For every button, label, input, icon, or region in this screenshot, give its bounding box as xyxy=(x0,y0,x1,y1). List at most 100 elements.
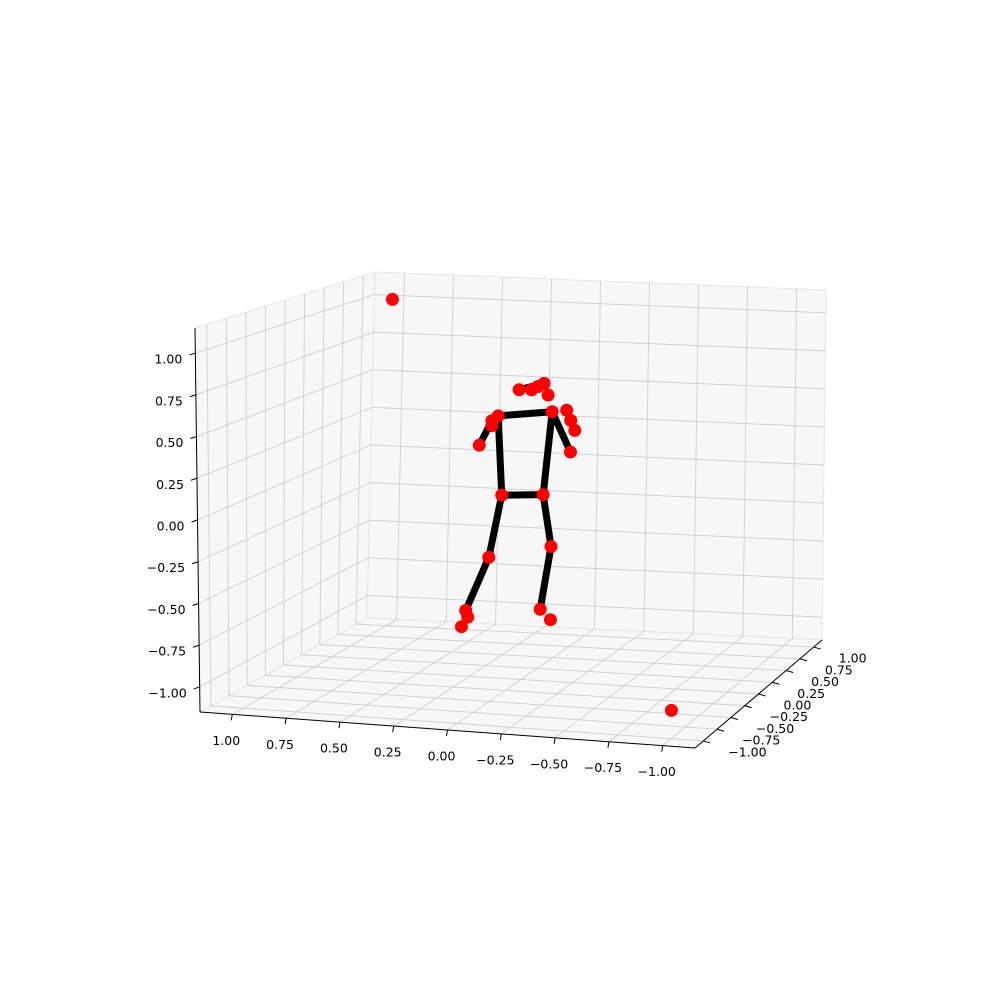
z-grid-line xyxy=(198,519,370,604)
y-tick-label: −0.75 xyxy=(742,733,780,748)
joint xyxy=(543,613,557,627)
y-grid-line xyxy=(247,684,731,718)
axes: −1.00−0.75−0.50−0.250.000.250.500.751.00… xyxy=(147,327,867,779)
z-grid-line xyxy=(369,519,824,542)
z-tick xyxy=(190,477,198,481)
y-grid-line xyxy=(265,674,745,707)
y-tick-label: 0.50 xyxy=(811,674,839,689)
y-tick-label: 1.00 xyxy=(839,651,867,666)
joint xyxy=(536,488,550,502)
z-grid-line xyxy=(372,369,825,390)
z-tick xyxy=(191,519,198,523)
joint xyxy=(485,419,499,433)
z-grid-line xyxy=(371,406,825,428)
z-grid-line xyxy=(197,482,371,563)
y-tick xyxy=(772,681,780,685)
y-tick-label: 0.75 xyxy=(825,662,853,677)
y-tick xyxy=(813,646,821,650)
z-grid-line xyxy=(367,594,823,618)
z-grid-line xyxy=(198,557,369,646)
z-tick-label: 0.75 xyxy=(155,393,183,408)
joint xyxy=(533,602,547,616)
x-tick-label: 0.50 xyxy=(320,741,348,756)
x-tick xyxy=(392,726,395,733)
joint xyxy=(525,383,539,397)
joint xyxy=(454,620,468,634)
y-tick xyxy=(730,716,739,720)
joint xyxy=(564,413,578,427)
x-tick xyxy=(230,714,233,721)
joint xyxy=(482,550,496,564)
bone xyxy=(462,553,493,615)
x-tick-label: 0.25 xyxy=(374,745,402,760)
x-tick xyxy=(446,729,448,737)
x-tick-label: 0.75 xyxy=(266,737,294,752)
z-tick xyxy=(192,644,200,648)
joint xyxy=(545,405,559,419)
z-grid-line xyxy=(196,406,373,479)
z-tick-label: −0.50 xyxy=(147,602,185,617)
z-grid-line xyxy=(195,294,375,354)
x-tick xyxy=(553,737,556,744)
y-tick xyxy=(744,705,752,709)
joints xyxy=(385,292,678,717)
z-tick-label: −0.25 xyxy=(147,560,185,575)
joint xyxy=(472,438,486,452)
y-tick-label: −1.00 xyxy=(728,744,766,759)
y-tick-label: −0.50 xyxy=(756,721,794,736)
joint xyxy=(537,376,551,390)
x-tick xyxy=(499,733,502,740)
x-tick xyxy=(338,722,341,729)
z-tick-label: −0.75 xyxy=(148,644,186,659)
joint xyxy=(461,610,475,624)
joint xyxy=(664,703,678,717)
joint xyxy=(563,445,577,459)
x-tick-label: −0.75 xyxy=(584,760,622,775)
grid xyxy=(195,273,826,746)
y-grid-line xyxy=(301,654,773,683)
y-tick xyxy=(758,693,766,697)
z-grid-line xyxy=(199,595,368,688)
z-tick-label: 0.25 xyxy=(156,477,184,492)
z-grid-line xyxy=(195,331,374,396)
y-tick-label: 0.25 xyxy=(797,686,825,701)
z-tick xyxy=(192,603,199,606)
y-tick xyxy=(703,740,711,744)
y-grid-line xyxy=(229,695,718,730)
x-tick xyxy=(661,745,664,752)
joint xyxy=(512,383,526,397)
y-grid-line xyxy=(210,705,704,742)
joint xyxy=(385,292,399,306)
z-tick-label: −1.00 xyxy=(148,685,186,700)
x-tick-label: −0.50 xyxy=(530,756,568,771)
y-grid-line xyxy=(356,623,814,648)
joint xyxy=(495,488,509,502)
x-tick-label: 1.00 xyxy=(212,733,240,748)
y-tick xyxy=(716,728,725,732)
bone xyxy=(494,408,556,420)
z-grid-line xyxy=(196,369,373,437)
z-grid-line xyxy=(368,557,823,580)
x-tick-label: −1.00 xyxy=(638,764,676,779)
z-tick-label: 1.00 xyxy=(154,352,182,367)
z-tick xyxy=(190,436,197,439)
joint xyxy=(544,539,558,553)
z-grid-line xyxy=(370,482,824,504)
y-tick xyxy=(799,658,808,662)
bone xyxy=(485,491,506,561)
y-tick-label: 0.00 xyxy=(784,698,812,713)
z-tick xyxy=(189,352,196,356)
x-tick xyxy=(284,718,287,725)
bone xyxy=(536,542,555,613)
z-tick-label: 0.50 xyxy=(156,435,184,450)
y-tick-label: −0.25 xyxy=(770,709,808,724)
z-tick xyxy=(189,394,197,398)
bone xyxy=(494,412,506,499)
bone xyxy=(539,491,555,550)
y-grid-line xyxy=(319,644,787,671)
z-tick-label: 0.00 xyxy=(157,519,185,534)
z-tick xyxy=(191,561,199,565)
joint xyxy=(568,423,582,437)
panes xyxy=(194,271,827,749)
